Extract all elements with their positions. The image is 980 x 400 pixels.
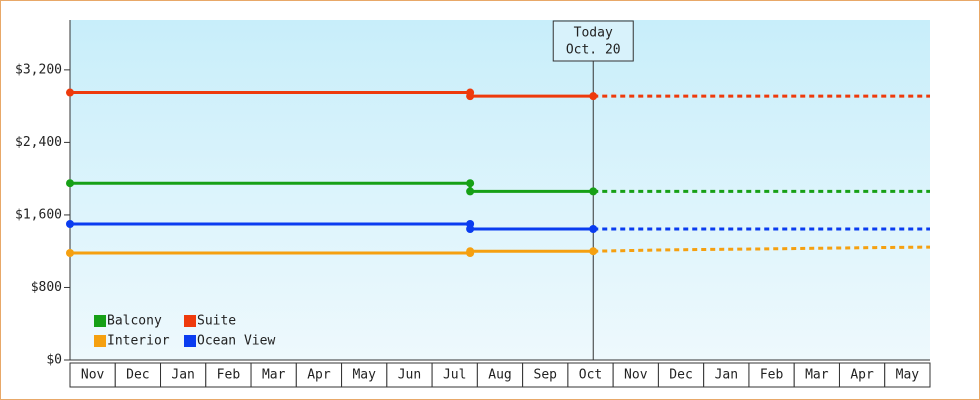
y-tick-label: $800 bbox=[31, 280, 62, 295]
point bbox=[466, 224, 475, 233]
point bbox=[66, 179, 74, 188]
x-cell bbox=[522, 362, 569, 388]
legend-swatch bbox=[94, 335, 106, 347]
x-tick-label: Apr bbox=[850, 368, 874, 383]
x-tick-label: Jan bbox=[715, 368, 738, 383]
point bbox=[589, 187, 598, 196]
y-tick-label: $0 bbox=[46, 353, 62, 368]
y-tick-label: $2,400 bbox=[15, 135, 62, 150]
point bbox=[66, 220, 74, 228]
x-cell bbox=[386, 362, 433, 388]
legend-label: Suite bbox=[197, 314, 236, 329]
y-tick-label: $1,600 bbox=[15, 207, 62, 222]
point bbox=[466, 179, 475, 188]
x-cell bbox=[476, 362, 524, 388]
legend-swatch bbox=[184, 335, 196, 347]
x-cell bbox=[793, 362, 840, 388]
point bbox=[466, 187, 475, 196]
x-cell bbox=[295, 362, 343, 388]
x-tick-label: Aug bbox=[488, 368, 511, 383]
x-tick-label: Dec bbox=[669, 368, 692, 383]
x-cell bbox=[205, 362, 252, 388]
today-label: Oct. 20 bbox=[566, 43, 621, 58]
point bbox=[589, 92, 598, 101]
x-tick-label: Mar bbox=[805, 368, 829, 383]
today-box bbox=[552, 20, 634, 62]
point bbox=[66, 88, 74, 97]
y-tick-label: $3,200 bbox=[15, 62, 62, 77]
point bbox=[466, 92, 475, 101]
point bbox=[66, 249, 74, 258]
x-cell bbox=[160, 362, 207, 388]
forecast-line bbox=[593, 245, 931, 253]
today-label: Today bbox=[574, 26, 613, 41]
x-tick-label: Feb bbox=[760, 368, 784, 383]
x-tick-label: Feb bbox=[217, 368, 241, 383]
x-tick-label: Mar bbox=[262, 368, 286, 383]
x-cell bbox=[114, 362, 162, 388]
x-tick-label: Oct bbox=[579, 368, 602, 383]
x-tick-label: Jan bbox=[171, 368, 194, 383]
x-cell bbox=[703, 362, 750, 388]
x-tick-label: Jun bbox=[398, 368, 421, 383]
point bbox=[589, 247, 598, 256]
x-tick-label: Nov bbox=[81, 368, 105, 383]
point bbox=[466, 247, 475, 256]
x-cell bbox=[838, 362, 886, 388]
x-tick-label: Dec bbox=[126, 368, 149, 383]
x-cell bbox=[250, 362, 297, 388]
x-tick-label: Apr bbox=[307, 368, 331, 383]
x-tick-label: May bbox=[896, 368, 920, 383]
legend-label: Interior bbox=[107, 334, 170, 349]
x-cell bbox=[341, 362, 388, 388]
legend-label: Balcony bbox=[107, 314, 162, 329]
legend-swatch bbox=[94, 315, 106, 327]
x-cell bbox=[657, 362, 705, 388]
x-tick-label: Nov bbox=[624, 368, 648, 383]
point bbox=[589, 224, 598, 233]
x-tick-label: May bbox=[352, 368, 376, 383]
x-cell bbox=[884, 362, 931, 388]
x-tick-label: Sep bbox=[534, 368, 558, 383]
x-cell bbox=[748, 362, 795, 388]
x-cell bbox=[431, 362, 478, 388]
legend-swatch bbox=[184, 315, 196, 327]
legend-label: Ocean View bbox=[197, 334, 275, 349]
series-line bbox=[70, 181, 594, 193]
x-tick-label: Jul bbox=[443, 368, 466, 383]
